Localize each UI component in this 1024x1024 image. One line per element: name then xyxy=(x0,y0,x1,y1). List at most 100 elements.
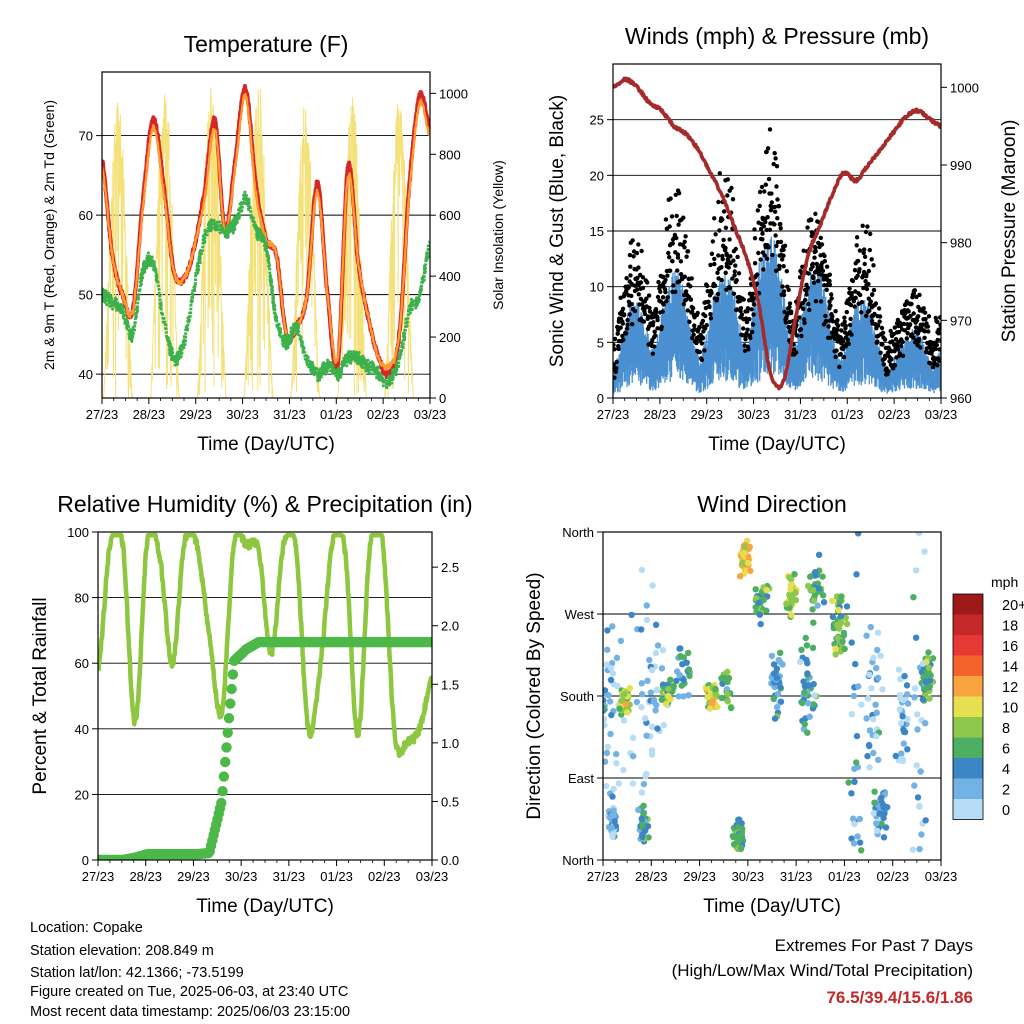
winds-ytick-label: 10 xyxy=(590,280,604,295)
direction-point xyxy=(654,642,662,649)
gust-point xyxy=(614,359,619,365)
direction-point xyxy=(904,700,912,707)
direction-point xyxy=(603,758,609,765)
legend-swatch xyxy=(953,614,983,635)
direction-point xyxy=(608,659,616,667)
gust-point xyxy=(625,322,630,327)
direction-point xyxy=(927,672,934,679)
direction-point xyxy=(626,685,633,692)
gust-point xyxy=(655,294,661,300)
temperature-ylabel-left: 2m & 9m T (Red, Orange) & 2m Td (Green) xyxy=(41,100,57,370)
rainfall-point xyxy=(221,742,232,753)
legend-label: 6 xyxy=(1002,742,1010,758)
direction-point xyxy=(670,683,677,690)
direction-point xyxy=(604,627,611,634)
gust-point xyxy=(769,191,774,196)
gust-point xyxy=(651,320,656,325)
gust-point xyxy=(751,296,757,301)
gust-point xyxy=(764,149,769,154)
gust-point xyxy=(785,310,790,316)
direction-point xyxy=(896,706,903,713)
gust-point xyxy=(863,279,868,284)
gust-point xyxy=(766,176,772,182)
gust-point xyxy=(842,315,847,320)
direction-point xyxy=(858,847,865,854)
direction-point xyxy=(921,548,928,555)
gust-point xyxy=(682,245,687,250)
gust-point xyxy=(717,228,722,233)
temperature-rtick-label: 200 xyxy=(439,330,461,345)
winds-xtick-label: 28/23 xyxy=(644,407,677,422)
gust-point xyxy=(775,197,780,202)
direction-point xyxy=(603,661,610,668)
gust-point xyxy=(630,322,635,327)
winds-ylabel-left: Sonic Wind & Gust (Blue, Black) xyxy=(547,95,568,367)
direction-point xyxy=(648,667,656,674)
rainfall-point xyxy=(216,797,227,809)
rainfall-point xyxy=(226,683,237,695)
gust-point xyxy=(855,273,860,278)
gust-point xyxy=(647,305,652,311)
direction-point xyxy=(607,664,615,672)
gust-point xyxy=(801,306,806,311)
gust-point xyxy=(653,310,658,316)
gust-point xyxy=(806,271,811,276)
direction-point xyxy=(892,752,899,760)
gust-point xyxy=(631,254,636,259)
direction-point xyxy=(605,692,612,699)
direction-point xyxy=(809,644,817,651)
gust-point xyxy=(909,301,914,307)
direction-point xyxy=(848,790,855,797)
direction-point xyxy=(763,607,770,614)
gust-point xyxy=(892,325,897,330)
direction-point xyxy=(610,785,617,793)
gust-point xyxy=(710,239,715,244)
direction-point xyxy=(797,658,804,666)
gust-point xyxy=(746,298,752,303)
legend-swatch xyxy=(953,696,983,717)
gust-point xyxy=(638,280,644,285)
gust-point xyxy=(873,301,879,306)
gust-point xyxy=(756,250,761,256)
direction-point xyxy=(776,658,784,665)
gust-point xyxy=(854,235,860,240)
direction-point xyxy=(685,692,692,699)
gust-point xyxy=(859,300,864,305)
gust-point xyxy=(767,127,773,132)
direction-point xyxy=(733,833,740,840)
direction-point xyxy=(650,698,658,706)
gust-point xyxy=(745,327,750,332)
direction-point xyxy=(918,831,925,838)
direction-point xyxy=(804,729,811,736)
gust-point xyxy=(782,309,787,315)
gust-point xyxy=(644,296,649,301)
gust-point xyxy=(845,337,850,342)
gust-point xyxy=(852,268,858,273)
gust-point xyxy=(666,250,671,256)
gust-point xyxy=(757,189,763,195)
direction-point xyxy=(866,727,874,734)
humidity-xtick-label: 29/23 xyxy=(177,869,210,884)
humidity-ytick-label: 0 xyxy=(82,853,89,868)
direction-point xyxy=(873,820,880,827)
direction-point xyxy=(853,571,860,578)
direction-point xyxy=(724,668,731,676)
direction-point xyxy=(719,680,726,687)
direction-title: Wind Direction xyxy=(697,491,847,517)
elevation-text: Station elevation: 208.849 m xyxy=(30,943,214,959)
gust-point xyxy=(864,286,870,292)
direction-point xyxy=(834,621,841,629)
direction-point xyxy=(777,649,784,656)
direction-point xyxy=(773,704,781,711)
gust-point xyxy=(774,243,779,249)
gust-point xyxy=(870,292,875,297)
direction-point xyxy=(786,592,793,599)
gust-point xyxy=(895,347,901,352)
gust-point xyxy=(861,285,866,291)
gust-point xyxy=(767,227,773,232)
gust-point xyxy=(642,311,648,317)
gust-point xyxy=(839,328,844,333)
direction-point xyxy=(677,645,684,652)
direction-point xyxy=(630,753,637,760)
gust-point xyxy=(660,309,665,314)
